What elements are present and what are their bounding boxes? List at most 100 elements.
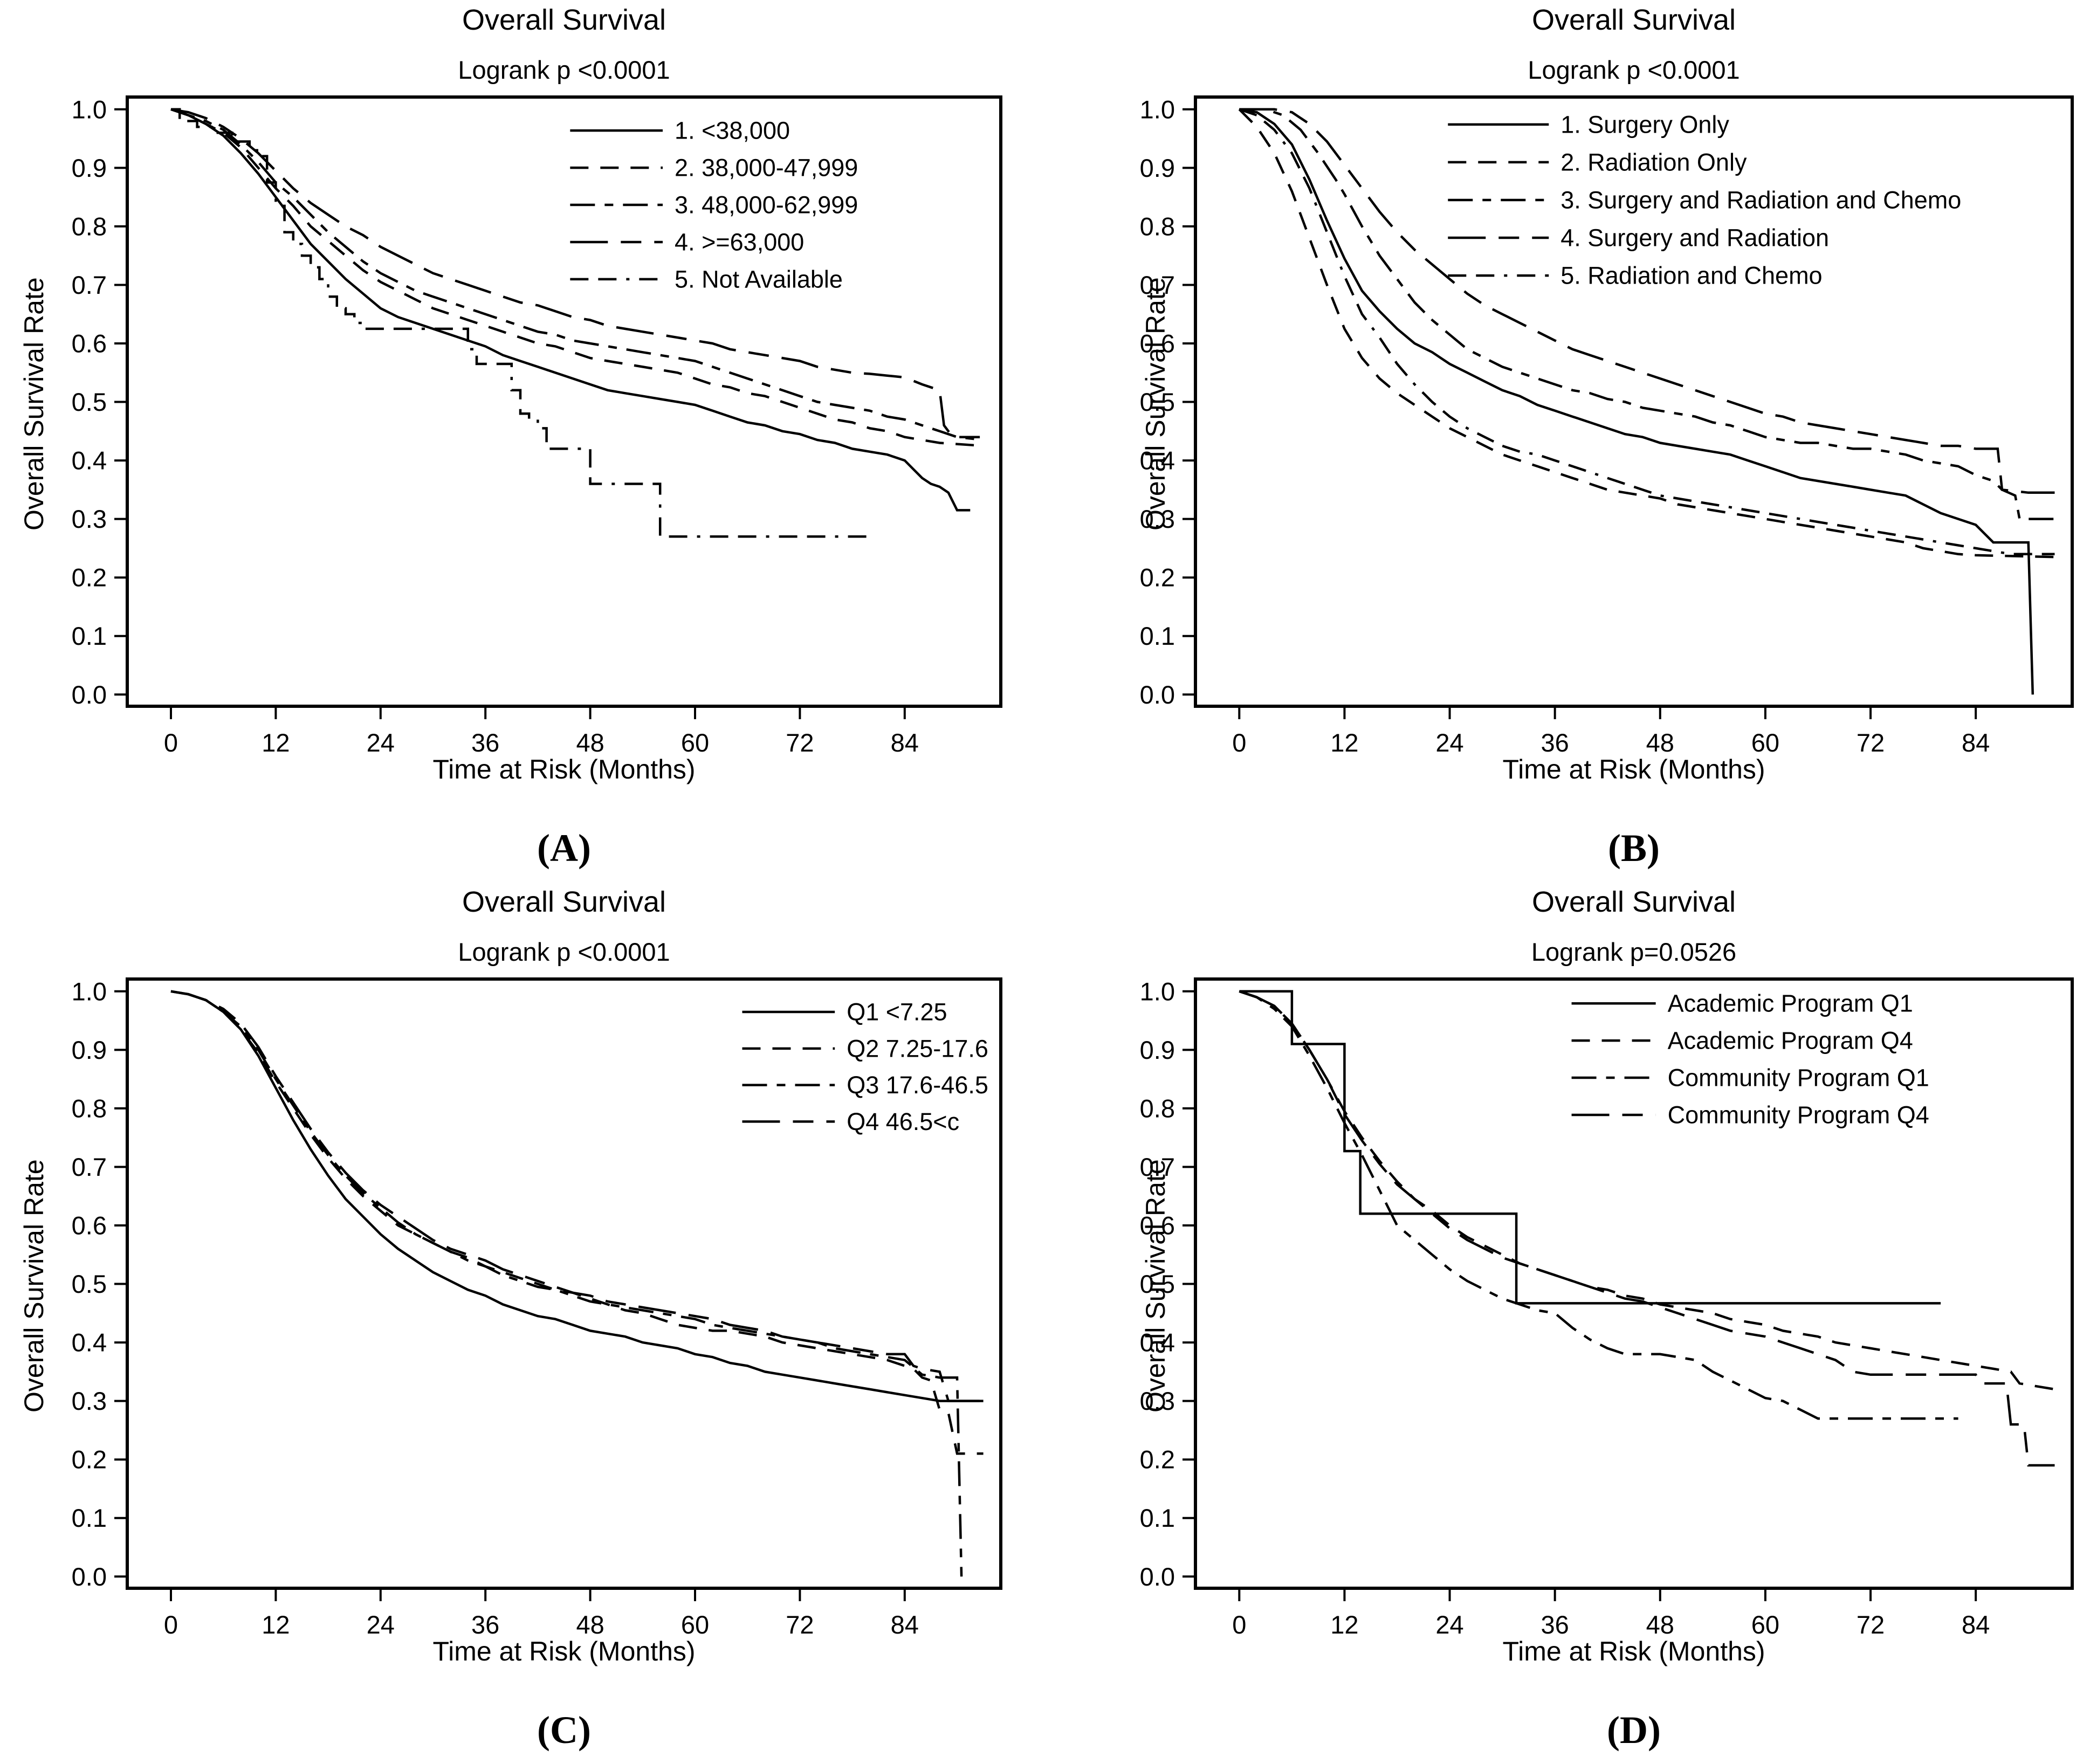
y-tick-label: 0.7 — [72, 1153, 107, 1181]
legend-label: 2. Radiation Only — [1560, 148, 1747, 176]
y-tick-label: 0.8 — [1140, 1094, 1175, 1122]
legend-label: Academic Program Q1 — [1668, 990, 1913, 1017]
panel-letter-C: (C) — [537, 1708, 591, 1752]
series-path-3 — [1239, 108, 2055, 520]
x-tick-label: 24 — [1435, 728, 1463, 757]
y-tick-label: 0.0 — [1140, 1562, 1175, 1591]
series-path-3 — [170, 108, 984, 442]
x-axis-label: Time at Risk (Months) — [432, 1636, 696, 1666]
y-tick-label: 0.4 — [1140, 446, 1175, 475]
legend-label: 2. 38,000-47,999 — [675, 154, 858, 182]
legend-label: 1. Surgery Only — [1560, 111, 1729, 138]
series-path-5 — [171, 108, 870, 538]
series-path-1 — [170, 990, 984, 1402]
y-tick-label: 0.1 — [72, 622, 107, 650]
x-tick-label: 12 — [1330, 1610, 1358, 1639]
x-tick-label: 60 — [1751, 728, 1779, 757]
x-tick-label: 84 — [891, 1610, 919, 1639]
y-tick-label: 0.8 — [72, 212, 107, 240]
y-tick-label: 0.7 — [1140, 1153, 1175, 1181]
series-path-4 — [1239, 990, 2055, 1467]
panel-title: Overall Survival — [1531, 4, 1736, 36]
y-tick-label: 0.0 — [72, 1562, 107, 1591]
x-tick-label: 84 — [1962, 1610, 1990, 1639]
x-tick-label: 48 — [1646, 1610, 1674, 1639]
x-tick-label: 36 — [1541, 1610, 1569, 1639]
km-plot-D: 1.0 0.9 0.8 0.7 0.6 0.5 0.4 0.3 0.2 0.1 0.0 0 12 24 36… — [1140, 977, 2074, 1639]
x-tick-label: 0 — [1232, 728, 1246, 757]
y-tick-label: 1.0 — [72, 977, 107, 1005]
panel-title: Overall Survival — [462, 886, 666, 918]
x-tick-label: 48 — [576, 1610, 604, 1639]
panel-letter-D: (D) — [1607, 1708, 1661, 1752]
x-tick-label: 0 — [1232, 1610, 1246, 1639]
x-axis-label: Time at Risk (Months) — [1502, 754, 1765, 784]
y-tick-label: 0.4 — [72, 1328, 107, 1357]
x-tick-label: 12 — [1330, 728, 1358, 757]
legend-label: Q4 46.5<c — [847, 1108, 959, 1135]
series-path-2 — [1239, 990, 2055, 1391]
legend-label: 4. Surgery and Radiation — [1560, 224, 1829, 252]
panel-subtitle: Logrank p <0.0001 — [458, 56, 670, 84]
y-tick-label: 0.2 — [1140, 1445, 1175, 1474]
y-tick-label: 0.9 — [72, 1036, 107, 1064]
y-tick-label: 0.9 — [1140, 154, 1175, 182]
legend-label: Q3 17.6-46.5 — [847, 1071, 988, 1099]
km-plot-A: 1.0 0.9 0.8 0.7 0.6 0.5 0.4 0.3 0.2 0.1 0.0 0 12 24 36… — [72, 95, 1002, 757]
x-tick-label: 60 — [681, 1610, 709, 1639]
legend-label: Academic Program Q4 — [1668, 1027, 1913, 1055]
x-tick-label: 24 — [367, 1610, 395, 1639]
y-tick-label: 0.2 — [72, 563, 107, 592]
legend-label: 5. Radiation and Chemo — [1560, 262, 1822, 290]
plot-box — [1194, 977, 2074, 1590]
y-tick-label: 0.7 — [72, 271, 107, 299]
x-tick-label: 48 — [1646, 728, 1674, 757]
legend-label: Q1 <7.25 — [847, 998, 947, 1026]
y-tick-label: 0.3 — [72, 505, 107, 533]
panel-subtitle: Logrank p=0.0526 — [1531, 938, 1737, 966]
panel-A: Overall Survival Logrank p <0.0001 Overa… — [0, 0, 1045, 882]
x-axis-label: Time at Risk (Months) — [1502, 1636, 1765, 1666]
x-tick-label: 24 — [367, 728, 395, 757]
x-tick-label: 72 — [1857, 1610, 1885, 1639]
km-plot-B: 1.0 0.9 0.8 0.7 0.6 0.5 0.4 0.3 0.2 0.1 0.0 0 12 24 36… — [1140, 95, 2074, 757]
y-tick-label: 0.4 — [1140, 1328, 1175, 1357]
y-tick-label: 0.6 — [1140, 329, 1175, 357]
panel-C: Overall Survival Logrank p <0.0001 Overa… — [0, 882, 1045, 1764]
y-tick-label: 0.3 — [1140, 1387, 1175, 1415]
y-tick-label: 0.3 — [1140, 505, 1175, 533]
x-tick-label: 36 — [471, 728, 499, 757]
y-tick-label: 1.0 — [1140, 977, 1175, 1005]
x-tick-label: 84 — [891, 728, 919, 757]
y-tick-label: 0.1 — [72, 1504, 107, 1532]
series-path-2 — [170, 108, 984, 447]
x-tick-label: 72 — [1857, 728, 1885, 757]
series-path-4 — [1239, 108, 2055, 494]
x-tick-label: 72 — [786, 728, 814, 757]
y-tick-label: 0.6 — [72, 329, 107, 357]
y-tick-label: 1.0 — [1140, 95, 1175, 123]
x-tick-label: 48 — [576, 728, 604, 757]
panel-B: Overall Survival Logrank p <0.0001 Overa… — [1045, 0, 2090, 882]
y-tick-label: 0.1 — [1140, 1504, 1175, 1532]
series-path-1 — [170, 108, 971, 512]
x-tick-label: 12 — [262, 728, 290, 757]
series-path-1 — [1239, 990, 1941, 1305]
panel-title: Overall Survival — [462, 4, 666, 36]
x-tick-label: 36 — [471, 1610, 499, 1639]
x-tick-label: 60 — [1751, 1610, 1779, 1639]
y-tick-label: 0.8 — [72, 1094, 107, 1122]
series-path-3 — [1239, 990, 1958, 1420]
y-tick-label: 0.4 — [72, 446, 107, 475]
panel-letter-B: (B) — [1608, 826, 1660, 870]
y-tick-label: 0.7 — [1140, 271, 1175, 299]
y-tick-label: 0.8 — [1140, 212, 1175, 240]
panel-subtitle: Logrank p <0.0001 — [1528, 56, 1740, 84]
y-tick-label: 0.5 — [1140, 388, 1175, 416]
km-plot-C: 1.0 0.9 0.8 0.7 0.6 0.5 0.4 0.3 0.2 0.1 0.0 0 12 24 36… — [72, 977, 1002, 1639]
panel-subtitle: Logrank p <0.0001 — [458, 938, 670, 966]
x-axis-label: Time at Risk (Months) — [432, 754, 696, 784]
plot-box — [126, 977, 1002, 1590]
series-path-3 — [170, 990, 963, 1577]
